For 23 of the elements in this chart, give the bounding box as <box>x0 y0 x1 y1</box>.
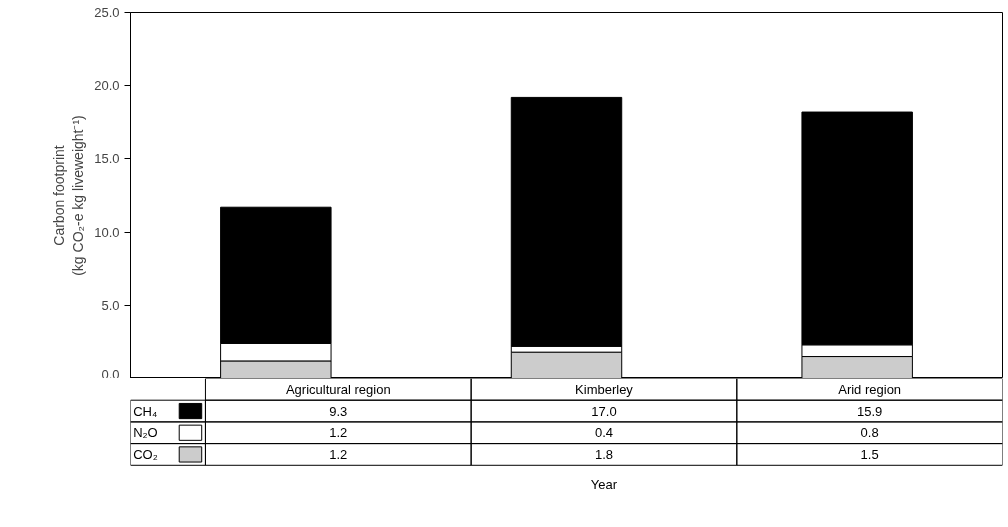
data-label: 1.2 <box>329 425 348 441</box>
text: Year <box>590 477 618 493</box>
x-tick-label: Kimberley <box>575 381 634 397</box>
legend-label: CO₂ <box>133 446 158 462</box>
data-label: 1.5 <box>860 446 879 462</box>
x-tick-label: Agricultural region <box>285 381 391 397</box>
data-label: 15.9 <box>857 403 883 419</box>
data-label: 1.2 <box>329 446 348 462</box>
y-tick-label: 25.0 <box>94 5 120 20</box>
data-label: 1.8 <box>594 446 614 462</box>
y-tick-label: 0.0 <box>101 366 120 382</box>
x-tick-label: Arid region <box>838 381 902 397</box>
y-axis-title: Carbon footprint (kg CO₂-e kg liveweight⁻¹) <box>51 115 87 276</box>
y-tick-label: 10.0 <box>94 224 120 240</box>
data-label: 0.8 <box>860 425 879 441</box>
legend-label: CH₄ <box>133 403 158 419</box>
legend-label: N₂O <box>133 425 158 441</box>
y-tick-label: 15.0 <box>94 151 120 167</box>
data-label: 0.4 <box>594 425 614 441</box>
y-tick-label: 20.0 <box>94 78 120 94</box>
y-tick-label: 5.0 <box>101 297 120 313</box>
data-label: 17.0 <box>591 403 617 419</box>
data-label: 9.3 <box>329 403 348 419</box>
